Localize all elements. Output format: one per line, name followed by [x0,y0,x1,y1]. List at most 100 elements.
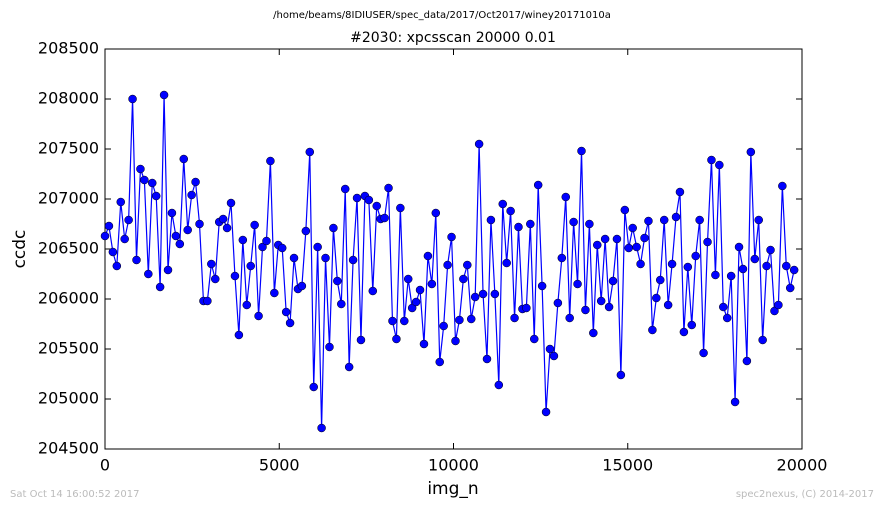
data-point [211,274,220,284]
data-point [510,313,519,323]
data-point [352,193,362,203]
data-point [159,90,169,100]
data-point [238,235,248,245]
data-point [526,219,535,229]
data-point [348,255,358,265]
data-point [266,156,275,166]
data-point [778,181,787,191]
y-tick-label: 204500 [38,439,99,458]
x-tick-label: 5000 [259,456,300,475]
y-tick-label: 206000 [38,289,99,308]
data-point [762,261,771,271]
data-point [171,231,181,241]
data-point [624,243,634,253]
data-point [411,297,421,307]
data-point [482,354,492,364]
data-point [144,269,153,279]
data-point [431,208,441,218]
data-point [498,199,507,209]
data-point [254,311,263,321]
data-point [148,178,157,188]
data-point [364,195,374,205]
chart-title: #2030: xpcsscan 20000 0.01 [350,30,556,46]
data-point [663,300,673,310]
data-point [659,215,669,225]
data-point [734,242,744,252]
data-point [529,334,539,344]
data-point [317,423,326,433]
data-point [250,220,259,230]
data-point [400,316,409,326]
data-point [726,271,736,281]
data-point [435,357,444,367]
x-tick-label: 10000 [428,456,479,475]
data-point [506,206,515,216]
data-point [581,305,590,315]
y-tick-label: 205500 [38,339,99,358]
data-point [187,190,196,200]
data-point [463,260,472,270]
data-point [730,397,740,407]
data-point [656,275,665,285]
data-point [652,293,661,303]
data-point [132,255,141,265]
data-point [719,302,728,312]
data-point [474,139,484,149]
data-point [545,344,555,354]
data-point [281,307,291,317]
data-point [451,336,460,346]
footnote: Sat Oct 14 16:00:52 2017 [10,489,140,500]
data-point [754,215,763,225]
data-point [321,253,330,263]
data-point [329,223,338,233]
data-point [695,215,704,225]
data-point [537,281,547,291]
data-point [486,215,496,225]
data-point [325,342,334,352]
data-point [750,254,760,264]
data-point [679,327,689,337]
data-point [167,208,177,218]
data-point [218,214,228,224]
data-point [392,334,401,344]
data-point [541,407,551,417]
data-point [124,215,133,225]
data-point [108,247,118,257]
data-point [289,253,299,263]
data-point [648,325,657,335]
data-point [577,146,586,156]
data-point [738,264,748,274]
data-point [490,289,500,299]
data-point [691,251,700,261]
plot-frame [104,48,803,450]
data-point [403,274,413,284]
data-point [309,382,318,392]
data-point [423,251,433,261]
data-point [565,313,574,323]
data-point [388,316,397,326]
data-point [136,164,145,174]
data-point [116,197,126,207]
data-point [104,221,114,231]
data-point [553,298,563,308]
data-point [112,261,122,271]
data-point [344,362,354,372]
data-point [226,198,236,208]
data-point [407,303,417,313]
data-point [620,205,630,215]
data-point [589,328,598,338]
data-point [222,223,232,233]
data-point [758,335,767,345]
data-point [368,286,378,296]
data-point [396,203,405,213]
data-point [100,231,110,241]
data-point [455,315,464,325]
data-point [687,320,697,330]
data-point [277,243,287,253]
data-point [789,265,799,275]
data-point [774,300,783,310]
footnote: spec2nexus, (C) 2014-2017 [736,489,874,500]
data-point [640,233,649,243]
